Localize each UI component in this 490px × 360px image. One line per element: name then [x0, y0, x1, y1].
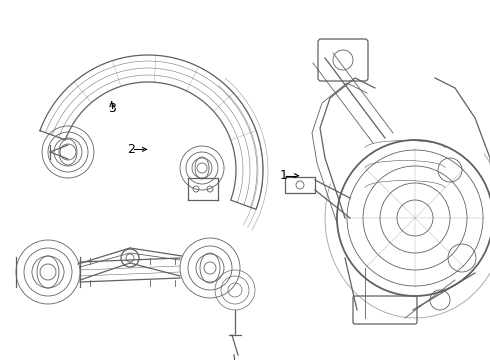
Text: 2: 2 — [127, 143, 135, 156]
Text: 1: 1 — [279, 169, 287, 182]
Text: 3: 3 — [108, 102, 116, 115]
